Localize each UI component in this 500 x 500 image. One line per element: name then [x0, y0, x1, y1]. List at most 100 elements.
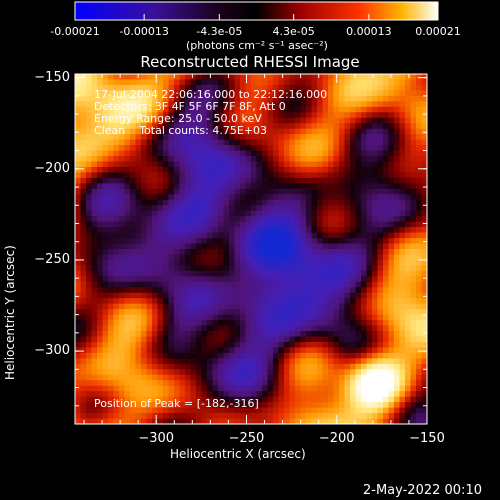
heatmap-cell — [152, 221, 159, 228]
heatmap-cell — [80, 352, 87, 359]
heatmap-cell — [295, 177, 302, 184]
heatmap-cell — [168, 418, 175, 424]
heatmap-cell — [256, 358, 263, 365]
heatmap-cell — [394, 238, 401, 245]
heatmap-cell — [229, 90, 236, 97]
heatmap-cell — [278, 276, 285, 283]
heatmap-cell — [339, 150, 346, 157]
heatmap-cell — [251, 276, 258, 283]
heatmap-cell — [75, 238, 82, 245]
heatmap-cell — [130, 352, 137, 359]
heatmap-cell — [388, 298, 395, 305]
heatmap-cell — [102, 259, 109, 267]
heatmap-cell — [185, 325, 192, 332]
colorbar-ticks — [74, 14, 439, 20]
heatmap-cell — [201, 418, 208, 424]
heatmap-cell — [174, 276, 181, 283]
heatmap-cell — [108, 341, 115, 349]
heatmap-cell — [168, 402, 175, 409]
heatmap-cell — [278, 112, 285, 119]
heatmap-cell — [201, 254, 208, 261]
heatmap-cell — [256, 276, 263, 283]
heatmap-cell — [399, 106, 406, 113]
heatmap-cell — [229, 254, 236, 261]
heatmap-cell — [388, 128, 395, 135]
heatmap-cell — [388, 166, 395, 174]
heatmap-cell — [124, 238, 131, 245]
heatmap-cell — [218, 216, 225, 223]
heatmap-cell — [201, 221, 208, 228]
heatmap-cell — [339, 413, 346, 420]
heatmap-cell — [75, 298, 82, 305]
heatmap-cell — [317, 210, 324, 217]
heatmap-cell — [388, 341, 395, 349]
heatmap-cell — [174, 238, 181, 245]
heatmap-cell — [306, 265, 313, 272]
heatmap-cell — [383, 79, 390, 86]
heatmap-cell — [91, 270, 98, 277]
heatmap-cell — [317, 205, 324, 212]
heatmap-cell — [168, 298, 175, 305]
heatmap-cell — [163, 145, 170, 152]
heatmap-cell — [141, 254, 148, 261]
heatmap-cell — [388, 259, 395, 267]
heatmap-cell — [146, 341, 153, 349]
heatmap-cell — [328, 106, 335, 113]
heatmap-cell — [383, 276, 390, 283]
heatmap-cell — [333, 341, 340, 349]
heatmap-cell — [113, 205, 120, 212]
heatmap-cell — [163, 276, 170, 283]
heatmap-cell — [240, 309, 247, 316]
heatmap-cell — [179, 281, 186, 288]
heatmap-cell — [245, 205, 252, 212]
heatmap-cell — [119, 249, 126, 256]
heatmap-cell — [289, 112, 296, 119]
heatmap-cell — [207, 402, 214, 409]
heatmap-cell — [80, 194, 87, 201]
heatmap-cell — [146, 79, 153, 86]
heatmap-cell — [273, 216, 280, 223]
heatmap-cell — [311, 79, 318, 86]
heatmap-cell — [240, 128, 247, 135]
heatmap-cell — [295, 292, 302, 299]
heatmap-cell — [344, 309, 351, 316]
heatmap-cell — [113, 254, 120, 261]
heatmap-cell — [405, 177, 412, 184]
heatmap-cell — [300, 385, 307, 392]
heatmap-cell — [273, 402, 280, 409]
heatmap-cell — [267, 325, 274, 332]
heatmap-cell — [174, 199, 181, 206]
heatmap-cell — [421, 123, 427, 130]
heatmap-cell — [410, 205, 417, 212]
heatmap-cell — [317, 385, 324, 392]
heatmap-cell — [372, 123, 379, 130]
heatmap-cell — [86, 385, 93, 392]
heatmap-cell — [218, 128, 225, 135]
heatmap-cell — [317, 188, 324, 195]
heatmap-cell — [311, 270, 318, 277]
heatmap-cell — [80, 341, 87, 349]
heatmap-cell — [157, 292, 164, 299]
heatmap-cell — [399, 363, 406, 370]
heatmap-cell — [97, 95, 104, 102]
heatmap-cell — [168, 194, 175, 201]
heatmap-cell — [399, 358, 406, 365]
heatmap-cell — [421, 331, 427, 338]
heatmap-cell — [350, 281, 357, 288]
heatmap-cell — [361, 156, 368, 163]
heatmap-cell — [284, 183, 291, 190]
heatmap-cell — [212, 363, 219, 370]
heatmap-cell — [416, 128, 423, 135]
heatmap-cell — [102, 199, 109, 206]
heatmap-cell — [86, 205, 93, 212]
heatmap-cell — [146, 418, 153, 424]
heatmap-cell — [273, 385, 280, 392]
heatmap-cell — [97, 331, 104, 338]
heatmap-cell — [322, 391, 329, 398]
heatmap-cell — [174, 391, 181, 398]
heatmap-cell — [218, 177, 225, 184]
heatmap-cell — [383, 358, 390, 365]
heatmap-cell — [152, 254, 159, 261]
heatmap-cell — [273, 199, 280, 206]
heatmap-cell — [135, 369, 142, 376]
